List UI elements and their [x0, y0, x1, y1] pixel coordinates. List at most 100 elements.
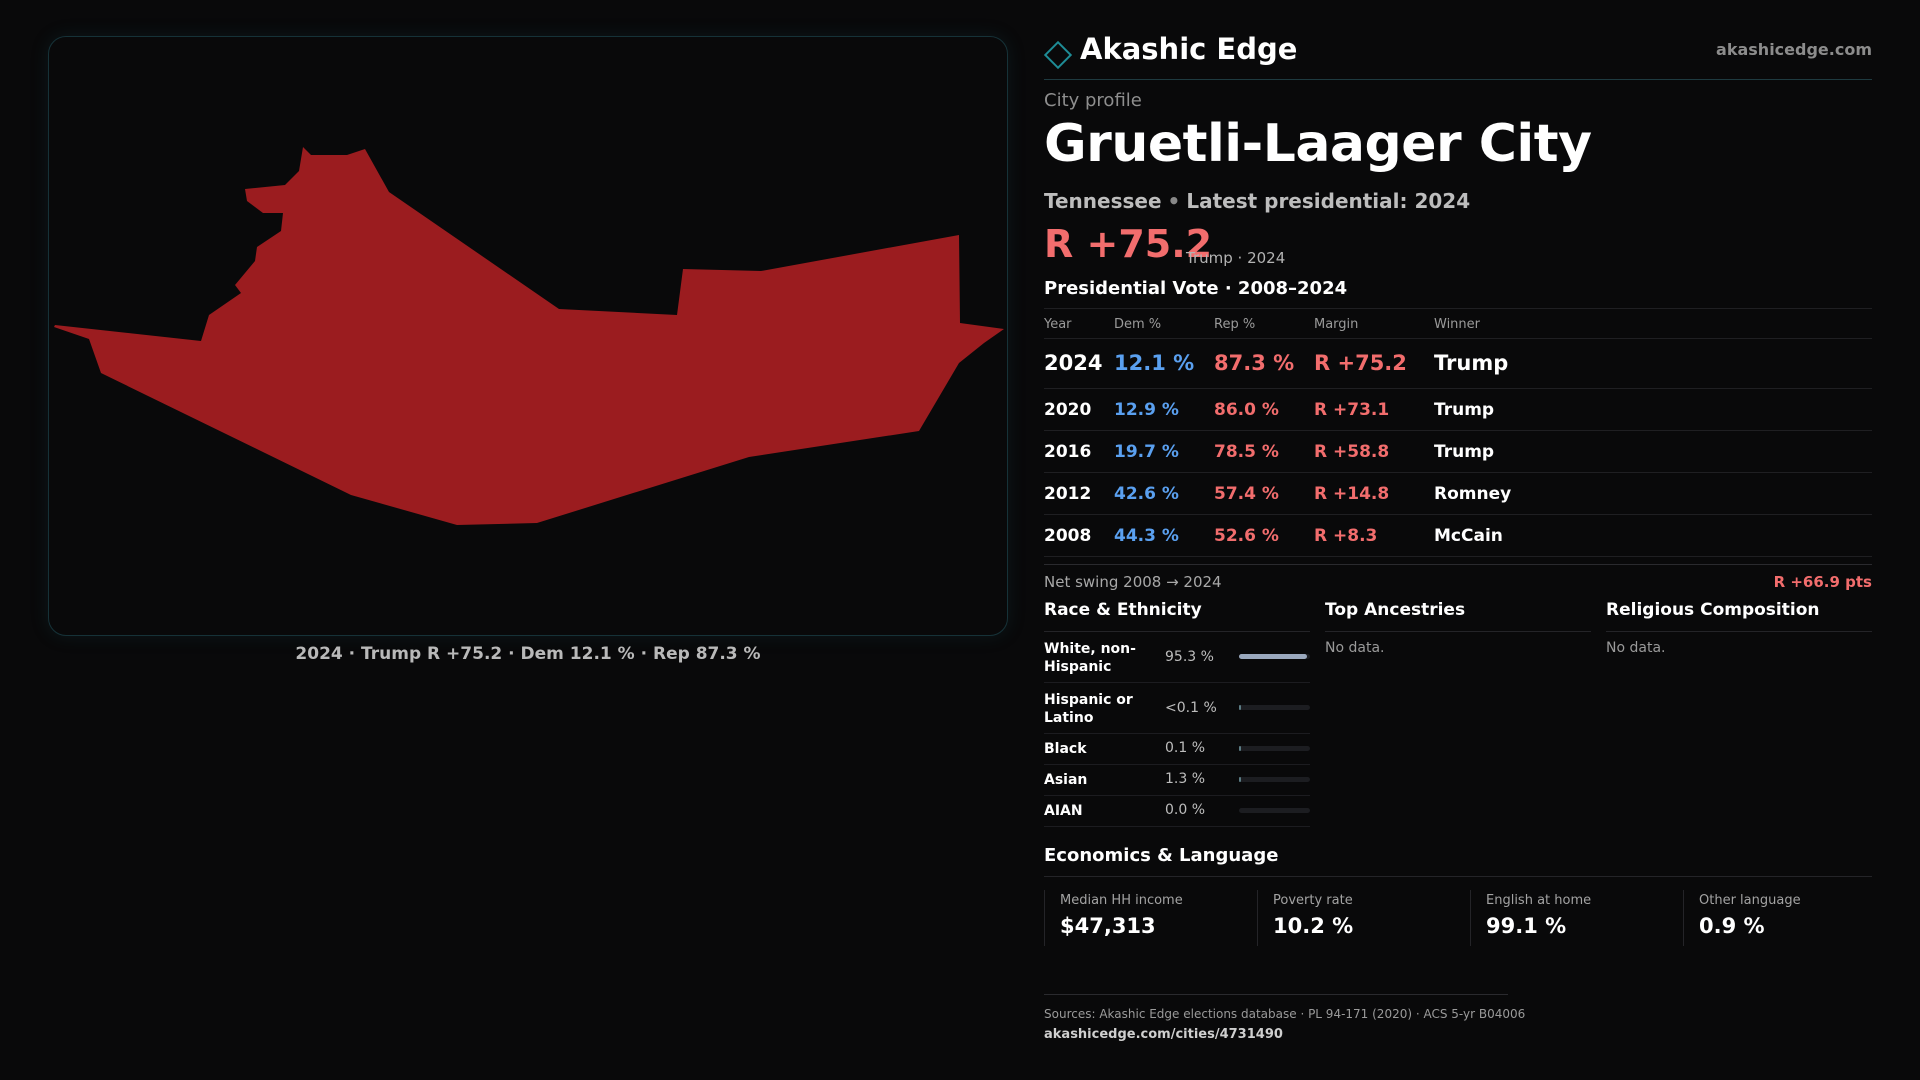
- race-label: Hispanic or Latino: [1044, 692, 1133, 726]
- race-value: 1.3 %: [1165, 771, 1206, 787]
- state-name: Tennessee: [1044, 189, 1162, 213]
- subtitle: Tennessee • Latest presidential: 2024: [1044, 189, 1470, 213]
- economics-cells: Median HH income $47,313 Poverty rate 10…: [1044, 890, 1872, 946]
- table-row: 2016 19.7 % 78.5 % R +58.8 Trump: [1044, 430, 1872, 472]
- ancestries-section: Top Ancestries No data.: [1325, 600, 1591, 656]
- race-bar: [1239, 654, 1310, 659]
- cell-margin: R +58.8: [1314, 442, 1390, 462]
- econ-cell-income: Median HH income $47,313: [1044, 890, 1244, 946]
- econ-label: Poverty rate: [1273, 893, 1353, 908]
- brand-url-link[interactable]: akashicedge.com: [1716, 40, 1872, 59]
- econ-label: English at home: [1486, 893, 1592, 908]
- brand-header: Akashic Edge akashicedge.com: [1043, 28, 1872, 80]
- cell-winner: McCain: [1434, 526, 1503, 546]
- race-value: 0.1 %: [1165, 740, 1206, 756]
- header-year: Year: [1044, 317, 1072, 332]
- cell-year: 2020: [1044, 400, 1092, 420]
- header-rep: Rep %: [1214, 317, 1256, 332]
- religion-section-title: Religious Composition: [1606, 600, 1872, 632]
- table-row: 2020 12.9 % 86.0 % R +73.1 Trump: [1044, 388, 1872, 430]
- race-label: Black: [1044, 741, 1087, 757]
- race-bar: [1239, 705, 1310, 710]
- cell-winner: Trump: [1434, 442, 1495, 462]
- cell-year: 2016: [1044, 442, 1092, 462]
- cell-margin: R +8.3: [1314, 526, 1378, 546]
- race-bar-fill: [1239, 777, 1242, 782]
- econ-cell-poverty: Poverty rate 10.2 %: [1257, 890, 1457, 946]
- race-bar: [1239, 777, 1310, 782]
- cell-rep: 87.3 %: [1214, 351, 1295, 375]
- religion-empty: No data.: [1606, 640, 1666, 656]
- race-row: AIAN 0.0 %: [1044, 796, 1310, 827]
- cell-winner: Trump: [1434, 351, 1509, 375]
- table-divider: [1044, 556, 1872, 557]
- race-bar-fill: [1239, 705, 1242, 710]
- cell-rep: 86.0 %: [1214, 400, 1279, 420]
- presidential-vote-table: Year Dem % Rep % Margin Winner 2024 12.1…: [1044, 308, 1872, 557]
- header-winner: Winner: [1434, 317, 1481, 332]
- econ-value: 99.1 %: [1486, 914, 1567, 938]
- net-swing-value: R +66.9 pts: [1773, 573, 1872, 591]
- race-row: Hispanic or Latino <0.1 %: [1044, 683, 1310, 734]
- header-dem: Dem %: [1114, 317, 1162, 332]
- page-kicker: City profile: [1044, 90, 1142, 111]
- econ-cell-english: English at home 99.1 %: [1470, 890, 1670, 946]
- header-margin: Margin: [1314, 317, 1359, 332]
- table-header: Year Dem % Rep % Margin Winner: [1044, 308, 1872, 338]
- econ-label: Other language: [1699, 893, 1801, 908]
- race-bar: [1239, 808, 1310, 813]
- sources-note: Sources: Akashic Edge elections database…: [1044, 1007, 1526, 1021]
- page-title: Gruetli-Laager City: [1044, 114, 1592, 174]
- brand-name: Akashic Edge: [1080, 32, 1298, 66]
- econ-value: 10.2 %: [1273, 914, 1354, 938]
- race-value: 95.3 %: [1165, 649, 1214, 665]
- cell-winner: Romney: [1434, 484, 1512, 504]
- econ-cell-other-language: Other language 0.9 %: [1683, 890, 1883, 946]
- brand-logo-icon: [1043, 40, 1073, 70]
- table-row: 2024 12.1 % 87.3 % R +75.2 Trump: [1044, 338, 1872, 388]
- econ-value: 0.9 %: [1699, 914, 1765, 938]
- race-row: White, non-Hispanic 95.3 %: [1044, 632, 1310, 683]
- economics-section-title: Economics & Language: [1044, 845, 1872, 877]
- net-swing-row: Net swing 2008 → 2024 R +66.9 pts: [1044, 564, 1872, 592]
- cell-dem: 12.9 %: [1114, 400, 1179, 420]
- cell-dem: 42.6 %: [1114, 484, 1179, 504]
- cell-margin: R +14.8: [1314, 484, 1390, 504]
- headline-margin: R +75.2: [1044, 222, 1213, 266]
- race-row: Black 0.1 %: [1044, 734, 1310, 765]
- race-label: Asian: [1044, 772, 1088, 788]
- cell-dem: 44.3 %: [1114, 526, 1179, 546]
- race-label: AIAN: [1044, 803, 1083, 819]
- race-bar: [1239, 746, 1310, 751]
- vote-section-title: Presidential Vote · 2008–2024: [1044, 278, 1348, 299]
- race-label: White, non-Hispanic: [1044, 641, 1136, 675]
- cell-margin: R +75.2: [1314, 351, 1407, 375]
- cell-dem: 12.1 %: [1114, 351, 1195, 375]
- ancestries-section-title: Top Ancestries: [1325, 600, 1591, 632]
- table-row: 2008 44.3 % 52.6 % R +8.3 McCain: [1044, 514, 1872, 556]
- footer: Sources: Akashic Edge elections database…: [1044, 994, 1525, 1042]
- latest-election: Latest presidential: 2024: [1186, 189, 1471, 213]
- race-ethnicity-section: Race & Ethnicity White, non-Hispanic 95.…: [1044, 600, 1310, 827]
- city-boundary-map: [48, 36, 1008, 636]
- race-value: <0.1 %: [1165, 700, 1217, 716]
- city-boundary-shape: [54, 147, 1004, 525]
- race-bar-fill: [1239, 746, 1242, 751]
- net-swing-label: Net swing 2008 → 2024: [1044, 573, 1222, 591]
- cell-rep: 78.5 %: [1214, 442, 1279, 462]
- race-section-title: Race & Ethnicity: [1044, 600, 1310, 632]
- cell-margin: R +73.1: [1314, 400, 1390, 420]
- race-row: Asian 1.3 %: [1044, 765, 1310, 796]
- econ-label: Median HH income: [1060, 893, 1183, 908]
- race-value: 0.0 %: [1165, 802, 1206, 818]
- map-caption: 2024 · Trump R +75.2 · Dem 12.1 % · Rep …: [295, 644, 761, 664]
- cell-rep: 52.6 %: [1214, 526, 1279, 546]
- cell-year: 2012: [1044, 484, 1092, 504]
- cell-rep: 57.4 %: [1214, 484, 1279, 504]
- race-bar-fill: [1239, 654, 1307, 659]
- cell-year: 2008: [1044, 526, 1092, 546]
- page-url-link[interactable]: akashicedge.com/cities/4731490: [1044, 1027, 1283, 1042]
- separator-dot: •: [1167, 189, 1181, 213]
- ancestries-empty: No data.: [1325, 640, 1385, 656]
- headline-margin-detail: Trump · 2024: [1186, 249, 1286, 267]
